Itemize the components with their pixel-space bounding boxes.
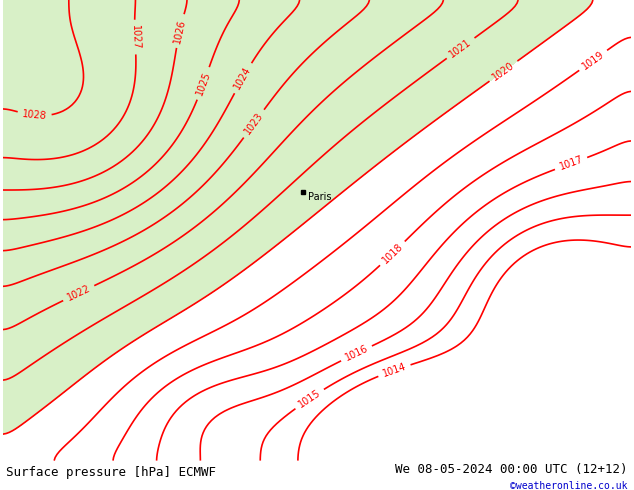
Text: We 08-05-2024 00:00 UTC (12+12): We 08-05-2024 00:00 UTC (12+12) bbox=[395, 463, 628, 476]
Text: 1027: 1027 bbox=[129, 24, 141, 49]
Text: 1022: 1022 bbox=[65, 283, 92, 303]
Text: 1019: 1019 bbox=[580, 49, 606, 72]
Text: 1014: 1014 bbox=[381, 362, 408, 379]
Text: 1016: 1016 bbox=[343, 343, 370, 363]
Text: Surface pressure [hPa] ECMWF: Surface pressure [hPa] ECMWF bbox=[6, 466, 216, 479]
Text: 1026: 1026 bbox=[172, 18, 187, 44]
Text: 1023: 1023 bbox=[243, 111, 265, 137]
Text: 1021: 1021 bbox=[448, 37, 474, 59]
Text: 1018: 1018 bbox=[380, 242, 404, 266]
Text: 1017: 1017 bbox=[558, 154, 585, 172]
Text: 1028: 1028 bbox=[22, 109, 48, 121]
Text: 1024: 1024 bbox=[233, 65, 253, 91]
Text: 1020: 1020 bbox=[491, 60, 517, 82]
Text: Paris: Paris bbox=[307, 192, 331, 202]
Text: 1015: 1015 bbox=[297, 388, 323, 410]
Text: 1025: 1025 bbox=[195, 70, 212, 97]
Text: ©weatheronline.co.uk: ©weatheronline.co.uk bbox=[510, 481, 628, 490]
